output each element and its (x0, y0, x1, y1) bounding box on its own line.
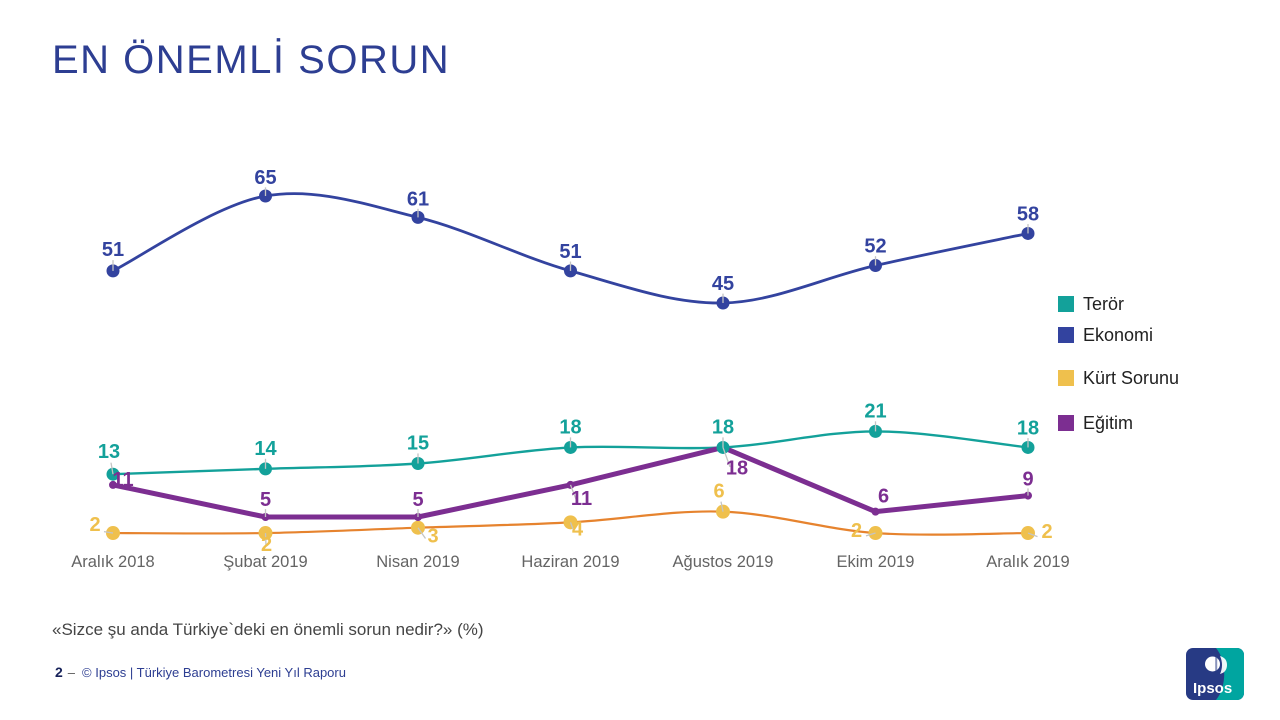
data-label-series-1: 51 (102, 239, 124, 261)
page-number: 2 (55, 664, 63, 680)
data-label-series-1: 52 (864, 236, 886, 258)
logo-head-divider (1215, 655, 1218, 675)
logo-head-face (1220, 656, 1227, 674)
data-label-series-0: 21 (864, 400, 886, 422)
data-label-series-3: 6 (878, 486, 889, 508)
legend-label-ekonomi: Ekonomi (1083, 324, 1154, 345)
data-label-series-3: 11 (112, 469, 133, 491)
legend-label-kurt-sorunu: Kürt Sorunu (1083, 367, 1180, 388)
data-point-series-2 (716, 504, 730, 519)
legend-swatch-egitim (1058, 415, 1074, 431)
label-leader-line (1027, 532, 1038, 538)
legend-label-egitim: Eğitim (1083, 412, 1134, 433)
data-label-series-0: 18 (559, 416, 581, 438)
chart-legend: Terör Ekonomi Kürt Sorunu Eğitim (1058, 293, 1180, 433)
x-axis-label: Aralık 2019 (986, 553, 1069, 571)
legend-item-teror: Terör (1058, 293, 1179, 314)
data-label-series-2: 6 (713, 481, 724, 503)
data-label-series-1: 65 (254, 167, 276, 189)
label-leader-line (720, 501, 724, 512)
label-leader-line (110, 462, 114, 475)
x-axis-label: Şubat 2019 (223, 553, 307, 571)
line-chart: Aralık 2018 Şubat 2019 Nisan 2019 Haziran 2… (71, 167, 1069, 571)
data-label-series-3: 18 (726, 457, 748, 479)
footer-separator: – (67, 665, 76, 680)
label-leader-line (417, 527, 427, 539)
data-label-series-2: 2 (851, 520, 862, 542)
data-label-series-3: 5 (412, 489, 423, 511)
data-label-series-1: 61 (407, 188, 429, 210)
data-label-series-2: 3 (427, 526, 438, 548)
legend-swatch-ekonomi (1058, 327, 1074, 343)
data-label-series-0: 18 (1017, 417, 1039, 439)
data-label-series-0: 14 (254, 438, 277, 460)
data-label-series-2: 2 (261, 534, 272, 556)
x-axis-label: Ekim 2019 (837, 553, 915, 571)
data-point-series-3 (109, 480, 117, 489)
logo-wordmark: Ipsos (1193, 680, 1232, 697)
data-label-series-2: 2 (89, 514, 100, 536)
x-axis-label: Ağustos 2019 (673, 553, 774, 571)
label-leader-line (569, 522, 575, 532)
label-leader-line (722, 447, 731, 468)
ipsos-logo: Ipsos (1186, 648, 1244, 700)
legend-swatch-kurt-sorunu (1058, 370, 1074, 386)
x-axis-label: Nisan 2019 (376, 553, 459, 571)
data-label-series-1: 45 (712, 273, 734, 295)
data-label-series-0: 13 (98, 441, 120, 463)
logo-head-back (1205, 656, 1220, 672)
legend-label-teror: Terör (1083, 293, 1125, 314)
page-title: EN ÖNEMLİ SORUN (52, 38, 451, 82)
data-label-series-3: 11 (571, 488, 592, 510)
data-label-series-0: 18 (712, 416, 734, 438)
legend-item-kurt-sorunu: Kürt Sorunu (1058, 367, 1180, 388)
data-label-series-0: 15 (407, 433, 429, 455)
data-label-series-3: 5 (260, 489, 271, 511)
label-leader-line (103, 530, 114, 534)
data-label-series-1: 58 (1017, 203, 1039, 225)
data-label-series-1: 51 (559, 241, 581, 263)
x-axis-label: Haziran 2019 (521, 553, 619, 571)
footer: 2 – © Ipsos | Türkiye Barometresi Yeni Y… (55, 664, 346, 680)
label-leader-line (569, 484, 577, 500)
data-label-series-2: 2 (1041, 521, 1052, 543)
legend-item-egitim: Eğitim (1058, 412, 1179, 433)
label-leader-line (264, 533, 267, 547)
label-leader-line (865, 532, 876, 537)
survey-question: «Sizce şu anda Türkiye`deki en önemli so… (52, 620, 484, 639)
x-axis-label: Aralık 2018 (71, 553, 154, 571)
footer-copyright: © Ipsos | Türkiye Barometresi Yeni Yıl R… (82, 665, 346, 680)
data-point-series-3 (871, 507, 880, 516)
data-label-series-3: 9 (1022, 469, 1033, 491)
data-label-series-2: 4 (572, 518, 584, 540)
legend-swatch-teror (1058, 296, 1074, 312)
legend-item-ekonomi: Ekonomi (1058, 324, 1179, 345)
